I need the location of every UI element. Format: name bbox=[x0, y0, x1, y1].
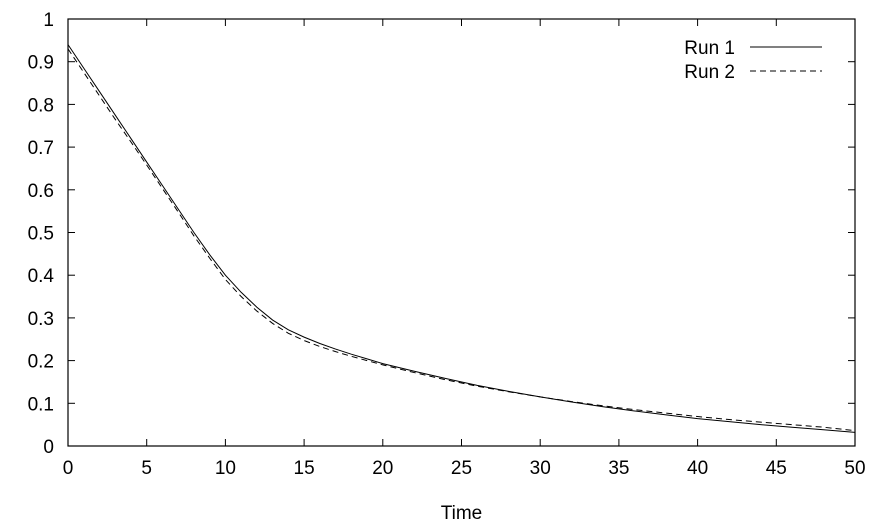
x-tick-label: 35 bbox=[608, 458, 629, 479]
x-axis-title: Time bbox=[441, 503, 483, 524]
series-line-run-1 bbox=[67, 44, 856, 433]
x-tick-label: 0 bbox=[63, 458, 74, 479]
series-lines bbox=[67, 44, 856, 433]
x-tick-label: 5 bbox=[141, 458, 152, 479]
y-tick-label: 0 bbox=[43, 437, 54, 458]
x-tick-label: 10 bbox=[215, 458, 236, 479]
x-tick-label: 40 bbox=[687, 458, 708, 479]
y-tick-label: 1 bbox=[43, 10, 54, 31]
x-tick-label: 50 bbox=[844, 458, 865, 479]
y-tick-label: 0.3 bbox=[28, 309, 54, 330]
x-tick-label: 45 bbox=[766, 458, 787, 479]
legend: Run 1 Run 2 bbox=[684, 38, 822, 83]
y-tick-label: 0.6 bbox=[28, 181, 54, 202]
legend-label-run-2: Run 2 bbox=[684, 62, 735, 83]
y-tick-label: 0.7 bbox=[28, 138, 54, 159]
x-tick-label: 20 bbox=[372, 458, 393, 479]
y-tick-label: 0.9 bbox=[28, 53, 54, 74]
y-tick-label: 0.4 bbox=[28, 266, 55, 287]
x-tick-label: 15 bbox=[294, 458, 315, 479]
y-tick-label: 0.1 bbox=[28, 394, 54, 415]
y-tick-label: 0.8 bbox=[28, 95, 54, 116]
tick-labels: 0 5 10 15 20 25 30 35 40 45 50 0 0.1 0.2 0.3 0.4 0.5 0.6 0… bbox=[28, 10, 866, 479]
plot-frame bbox=[67, 18, 856, 447]
series-line-run-2 bbox=[67, 48, 856, 432]
y-tick-label: 0.2 bbox=[28, 352, 54, 373]
y-tick-label: 0.5 bbox=[28, 224, 54, 245]
legend-label-run-1: Run 1 bbox=[684, 38, 735, 59]
x-tick-label: 30 bbox=[530, 458, 551, 479]
x-tick-label: 25 bbox=[451, 458, 472, 479]
